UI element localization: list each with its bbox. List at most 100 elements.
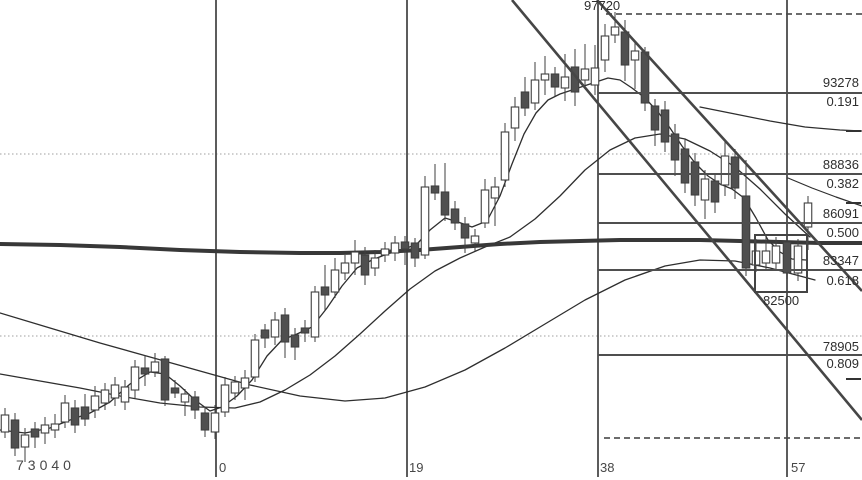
candle — [190, 391, 200, 419]
candle — [370, 250, 380, 276]
candle — [20, 428, 30, 462]
x-axis-label: 0 — [219, 460, 227, 475]
candle — [210, 405, 220, 439]
candle — [670, 124, 680, 176]
candle — [300, 320, 310, 342]
x-axis-label: 57 — [791, 460, 806, 475]
candle — [160, 356, 170, 406]
candle — [80, 394, 90, 426]
candle — [430, 164, 440, 200]
candle — [90, 386, 100, 418]
candle — [310, 286, 320, 342]
candle — [140, 355, 150, 386]
candle — [390, 236, 400, 261]
candle — [480, 179, 490, 228]
candle — [50, 414, 60, 438]
candle — [710, 173, 720, 213]
candle — [782, 235, 792, 279]
candle — [60, 395, 70, 428]
fib-ratio-label: 0.382 — [826, 176, 859, 191]
candle — [130, 360, 140, 398]
candle — [600, 24, 610, 72]
candle — [70, 400, 80, 433]
candle — [220, 377, 230, 417]
box-price-label: 82500 — [763, 293, 800, 308]
candle — [771, 237, 781, 269]
fib-ratio-label: 0.500 — [826, 225, 859, 240]
candle — [741, 160, 751, 276]
candle — [150, 353, 160, 377]
candle — [360, 247, 370, 285]
candle — [680, 139, 690, 193]
fib-ratio-label: 0.618 — [826, 273, 859, 288]
fib-price-label: 88836 — [822, 157, 859, 172]
candle — [460, 217, 470, 253]
trendline[interactable] — [511, 0, 862, 421]
candle — [250, 334, 260, 382]
candle — [650, 99, 660, 146]
candle — [100, 383, 110, 410]
candle — [320, 265, 330, 310]
candle — [340, 255, 350, 280]
candle — [290, 328, 300, 360]
candle — [450, 201, 460, 230]
candle — [520, 77, 530, 116]
candle — [761, 237, 771, 270]
candle — [610, 12, 620, 43]
candle — [630, 41, 640, 89]
x-axis-label: 73040 — [16, 457, 75, 473]
candle — [400, 236, 410, 265]
candle — [580, 44, 590, 88]
candle — [230, 376, 240, 400]
candle — [793, 239, 803, 281]
candle — [30, 422, 40, 448]
candle — [660, 101, 670, 152]
indicator-curve — [787, 177, 862, 207]
candle — [180, 389, 190, 416]
fib-ratio-label: 0.809 — [826, 356, 859, 371]
x-axis-label: 19 — [409, 460, 424, 475]
candle — [540, 56, 550, 95]
candle — [40, 417, 50, 444]
candle — [440, 163, 450, 221]
candle — [200, 407, 210, 437]
candle — [270, 312, 280, 345]
fib-price-label: 83347 — [822, 253, 859, 268]
fib-price-label: 86091 — [822, 206, 859, 221]
candle — [240, 370, 250, 400]
candle — [380, 242, 390, 262]
candle — [550, 67, 560, 96]
candle — [260, 324, 270, 348]
candle — [690, 153, 700, 206]
candle — [280, 308, 290, 358]
candle — [470, 229, 480, 251]
x-axis-label: 38 — [600, 460, 615, 475]
fib-price-label: 78905 — [822, 339, 859, 354]
price-box[interactable] — [754, 234, 808, 293]
ma-thick-line — [0, 238, 862, 255]
trendline[interactable] — [596, 0, 862, 292]
candle — [330, 258, 340, 298]
candle — [490, 177, 500, 226]
fib-price-label: 93278 — [822, 75, 859, 90]
candle — [700, 170, 710, 219]
fib-ratio-label: 0.191 — [826, 94, 859, 109]
candle — [350, 240, 360, 275]
candle — [170, 380, 180, 398]
candle — [510, 97, 520, 141]
ma-fast-line — [0, 77, 807, 434]
candle — [590, 45, 600, 95]
candle — [530, 62, 540, 110]
candle — [500, 123, 510, 187]
candle — [0, 408, 10, 438]
candle — [410, 238, 420, 267]
indicator-curve — [699, 106, 862, 132]
candle — [110, 377, 120, 406]
high-price-label: 97720 — [584, 0, 621, 13]
candle — [10, 413, 20, 456]
candle — [120, 380, 130, 410]
candle — [420, 176, 430, 259]
candle — [720, 140, 730, 196]
